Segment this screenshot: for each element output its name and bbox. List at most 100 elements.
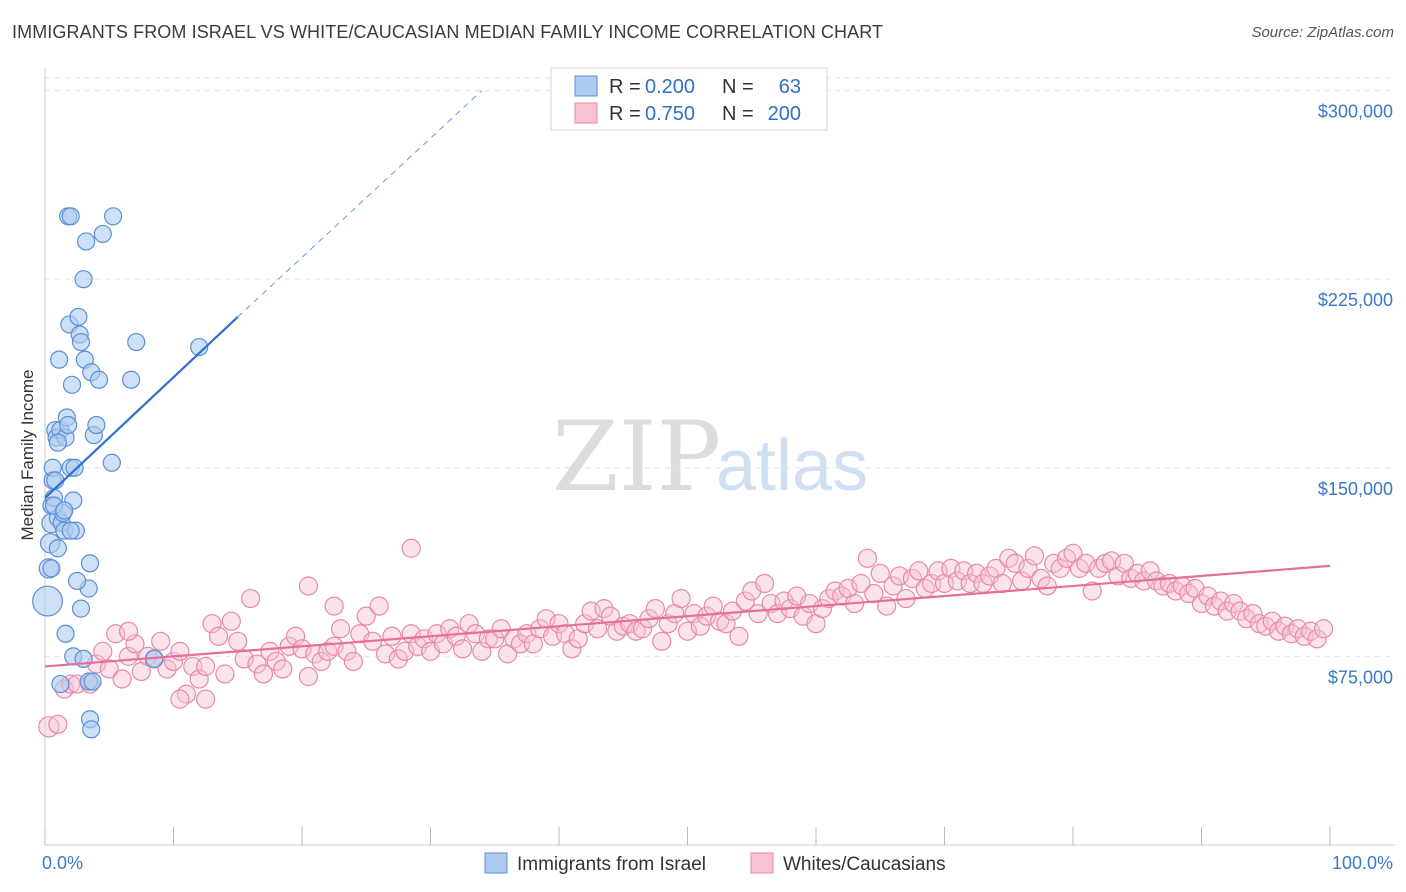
- point-whites: [1256, 616, 1276, 636]
- trendline-israel-extension: [237, 90, 483, 318]
- point-whites: [369, 596, 389, 616]
- point-whites: [196, 656, 216, 677]
- point-whites: [382, 626, 402, 646]
- point-whites: [1005, 553, 1025, 573]
- point-whites: [1050, 558, 1070, 578]
- point-whites: [324, 596, 344, 616]
- point-whites: [1024, 546, 1045, 566]
- point-whites: [812, 599, 833, 619]
- point-whites: [260, 641, 280, 661]
- point-whites: [311, 651, 331, 672]
- point-whites: [292, 639, 312, 659]
- point-israel: [61, 207, 80, 226]
- point-whites: [170, 689, 190, 709]
- point-israel: [69, 307, 88, 327]
- point-israel: [50, 350, 69, 369]
- point-whites: [857, 548, 878, 568]
- point-whites: [999, 548, 1019, 568]
- point-whites: [273, 659, 293, 679]
- legend-swatch-whites: [574, 102, 598, 124]
- bottom-legend-swatch-whites: [750, 852, 774, 874]
- point-whites: [748, 604, 768, 624]
- y-tick-label: $225,000: [1318, 290, 1393, 310]
- trendline-israel: [44, 316, 239, 499]
- point-whites: [870, 563, 890, 584]
- point-whites: [298, 576, 319, 596]
- y-tick-label: $150,000: [1318, 479, 1393, 499]
- trend-lines: [44, 90, 1331, 668]
- point-israel: [80, 554, 100, 573]
- point-whites: [241, 588, 261, 609]
- point-whites: [93, 641, 113, 661]
- point-whites: [221, 611, 241, 631]
- point-whites: [196, 689, 216, 709]
- point-israel: [48, 433, 67, 452]
- point-whites: [652, 631, 672, 651]
- point-whites: [1056, 548, 1077, 568]
- point-whites: [48, 714, 68, 734]
- point-israel: [46, 471, 65, 490]
- point-israel: [62, 375, 82, 394]
- point-whites: [1313, 619, 1334, 639]
- point-whites: [909, 561, 929, 581]
- point-whites: [478, 629, 498, 649]
- point-israel: [93, 224, 112, 244]
- watermark-zip: ZIP: [552, 401, 721, 513]
- series-legend: Immigrants from Israel Whites/Caucasians: [484, 852, 946, 875]
- point-whites: [208, 626, 229, 646]
- point-whites: [677, 621, 698, 641]
- point-israel: [32, 585, 64, 617]
- point-whites: [388, 649, 408, 669]
- point-whites: [1236, 609, 1257, 629]
- point-whites: [453, 639, 473, 659]
- gridlines: [45, 77, 1395, 657]
- point-whites: [1243, 604, 1263, 624]
- point-whites: [157, 659, 177, 679]
- bottom-legend-label-israel: Immigrants from Israel: [517, 854, 706, 875]
- point-israel: [127, 332, 146, 352]
- point-whites: [125, 634, 145, 654]
- point-israel: [102, 453, 121, 472]
- point-israel: [87, 415, 106, 435]
- point-whites: [215, 664, 235, 684]
- point-israel: [59, 415, 78, 435]
- point-whites: [754, 573, 775, 594]
- legend-n-label-israel: N =: [722, 76, 754, 98]
- point-whites: [318, 641, 338, 661]
- point-whites: [189, 669, 209, 689]
- point-whites: [176, 684, 196, 704]
- trendline-whites: [44, 564, 1331, 668]
- series-israel-points: [32, 207, 209, 739]
- legend-n-value-whites: 200: [768, 103, 801, 125]
- y-axis-label: Median Family Income: [18, 369, 37, 540]
- point-whites: [549, 614, 569, 634]
- point-whites: [992, 573, 1012, 594]
- point-whites: [446, 626, 466, 646]
- point-whites: [170, 641, 190, 661]
- point-whites: [298, 666, 319, 687]
- point-whites: [1037, 576, 1057, 596]
- bottom-legend-label-whites: Whites/Caucasians: [783, 854, 946, 875]
- watermark-atlas: atlas: [716, 426, 868, 506]
- point-whites: [228, 631, 248, 651]
- point-israel: [65, 458, 84, 477]
- point-whites: [356, 606, 376, 626]
- point-israel: [71, 599, 91, 618]
- point-israel: [71, 332, 91, 352]
- point-whites: [1018, 558, 1038, 578]
- point-whites: [202, 614, 222, 634]
- point-whites: [247, 654, 267, 674]
- legend-r-label-whites: R =: [609, 103, 641, 125]
- point-whites: [1044, 553, 1064, 573]
- source-label: Source: ZipAtlas.com: [1251, 24, 1394, 41]
- point-whites: [266, 651, 286, 672]
- point-whites: [902, 568, 922, 589]
- point-israel: [121, 370, 141, 389]
- point-whites: [1069, 558, 1090, 578]
- point-israel: [89, 370, 109, 389]
- point-whites: [343, 651, 363, 672]
- legend-n-label-whites: N =: [722, 103, 754, 125]
- point-whites: [620, 614, 640, 634]
- x-tick-label-max: 100.0%: [1332, 853, 1393, 873]
- point-israel: [82, 720, 101, 739]
